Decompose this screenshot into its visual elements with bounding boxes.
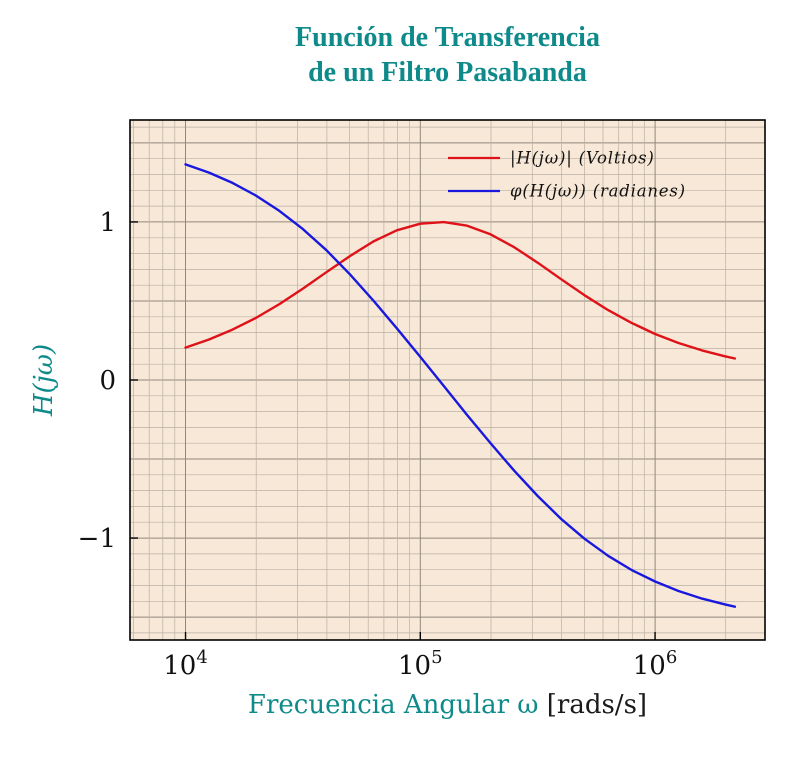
x-tick-label: 104 [163,647,208,681]
x-axis-label: Frecuencia Angular ω [rads/s] [130,690,765,720]
legend-label: |H(jω)| (Voltios) [510,149,655,168]
x-axis-label-text: Frecuencia Angular ω [247,690,539,720]
y-tick-label: −1 [78,524,116,554]
x-axis-label-unit: [rads/s] [546,690,648,720]
phase-curve [184,163,737,608]
y-axis-label: H(jω) [29,343,59,417]
x-tick-label: 106 [633,647,678,681]
chart-title-line2: de un Filtro Pasabanda [308,57,587,88]
y-tick-label: 0 [99,366,116,396]
x-tick-label: 105 [398,647,443,681]
legend-label: φ(H(jω)) (radianes) [510,182,686,201]
chart-title: Función de Transferencia de un Filtro Pa… [130,20,765,90]
y-tick-label: 1 [99,208,116,238]
magnitude-curve [184,220,737,360]
chart-title-line1: Función de Transferencia [295,22,600,53]
